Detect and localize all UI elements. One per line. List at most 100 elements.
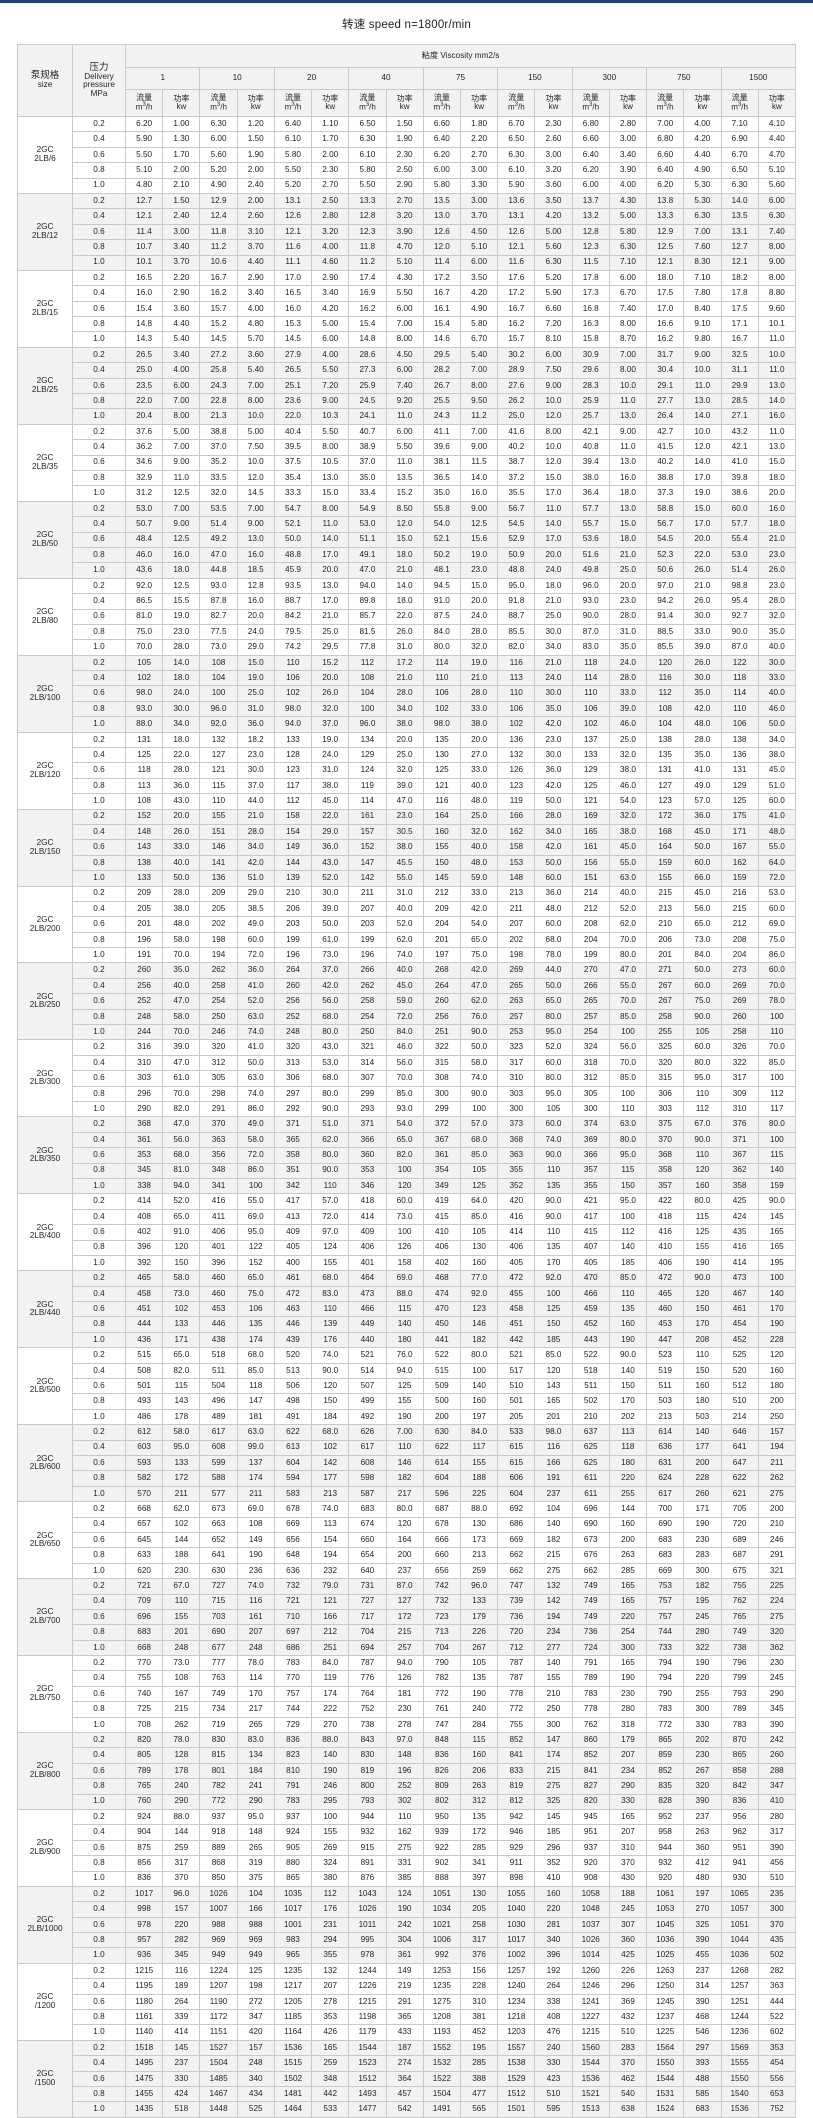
power-cell: 25.0 xyxy=(608,731,648,749)
flow-cell: 88.7 xyxy=(273,593,313,610)
power-cell: 22.0 xyxy=(683,546,722,564)
power-cell: 207 xyxy=(236,1624,275,1641)
power-cell: 21.0 xyxy=(385,562,424,579)
power-cell: 95.0 xyxy=(534,1085,573,1103)
flow-cell: 614 xyxy=(646,1424,685,1441)
pressure-cell: 0.2 xyxy=(72,731,126,749)
flow-cell: 106 xyxy=(571,700,610,718)
power-cell: 5.60 xyxy=(534,239,573,256)
flow-cell: 10.1 xyxy=(124,254,164,271)
power-cell: 38.0 xyxy=(385,839,424,856)
flow-cell: 608 xyxy=(199,1439,238,1456)
power-cell: 19.0 xyxy=(459,654,499,672)
flow-cell: 401 xyxy=(199,1239,238,1256)
power-cell: 18.0 xyxy=(162,562,201,579)
flow-cell: 206 xyxy=(273,900,313,918)
power-cell: 347 xyxy=(236,2009,275,2026)
power-cell: 80.0 xyxy=(385,1501,424,1518)
table-row: 2GC 2LB/50 0.2 53.0 7.00 53.5 7.00 54.7 8.00 54.9… xyxy=(17,500,797,579)
power-cell: 68.0 xyxy=(534,931,573,949)
power-cell: 11.0 xyxy=(534,500,573,518)
flow-cell: 677 xyxy=(199,1639,238,1657)
power-cell: 14.0 xyxy=(459,469,499,487)
flow-cell: 16.7 xyxy=(720,331,759,348)
power-cell: 302 xyxy=(385,1793,424,1810)
power-cell: 4.20 xyxy=(683,131,722,148)
flow-cell: 214 xyxy=(571,885,610,902)
power-cell: 20.0 xyxy=(757,485,797,502)
table-row: 2GC 2LB/35 0.2 37.6 5.00 38.8 5.00 40.4 5.50 40.7… xyxy=(17,423,797,502)
flow-cell: 54.5 xyxy=(646,531,685,548)
flow-cell: 856 xyxy=(124,1855,164,1872)
flow-cell: 463 xyxy=(273,1301,313,1318)
power-cell: 95.0 xyxy=(608,1193,648,1210)
power-cell: 477 xyxy=(459,2085,499,2103)
power-cell: 7.00 xyxy=(236,377,275,395)
table-row: 0.4 1495 237 1504 248 1515 259 1523 274 1532 285 15… xyxy=(18,2055,797,2072)
flow-cell: 260 xyxy=(124,962,164,979)
flow-cell: 1043 xyxy=(348,1885,387,1903)
power-cell: 150 xyxy=(683,1362,722,1380)
flow-cell: 459 xyxy=(571,1301,610,1318)
power-cell: 24.0 xyxy=(459,608,499,625)
flow-cell: 937 xyxy=(571,1839,610,1857)
power-cell: 90.0 xyxy=(608,1347,648,1364)
flow-cell: 704 xyxy=(348,1624,387,1641)
flow-cell: 312 xyxy=(571,1070,610,1087)
flow-cell: 12.4 xyxy=(199,208,238,225)
power-cell: 195 xyxy=(683,1593,722,1610)
power-cell: 42.0 xyxy=(534,839,573,856)
power-cell: 34.0 xyxy=(757,731,797,749)
flow-cell: 761 xyxy=(422,1701,461,1718)
pressure-cell: 0.4 xyxy=(72,1670,126,1687)
power-cell: 63.0 xyxy=(608,870,648,887)
power-cell: 86.0 xyxy=(236,1100,275,1118)
power-cell: 50.0 xyxy=(534,793,573,810)
flow-cell: 14.5 xyxy=(273,331,313,348)
flow-cell: 631 xyxy=(646,1454,685,1472)
power-cell: 312 xyxy=(459,1793,499,1810)
flow-cell: 54.0 xyxy=(422,516,461,533)
flow-cell: 1515 xyxy=(273,2055,313,2072)
power-cell: 39.0 xyxy=(608,700,648,718)
flow-cell: 53.0 xyxy=(348,516,387,533)
flow-cell: 88.7 xyxy=(497,608,536,625)
pump-model-cell: 2GC 2LB/6 xyxy=(17,116,73,194)
flow-cell: 852 xyxy=(646,1762,685,1780)
power-cell: 35.0 xyxy=(162,962,201,979)
table-row: 0.6 143 33.0 146 34.0 149 36.0 152 38.0 155 40.0 15… xyxy=(18,839,797,856)
power-cell: 423 xyxy=(534,2070,573,2088)
flow-cell: 442 xyxy=(497,1331,536,1349)
flow-cell: 40.7 xyxy=(348,423,387,441)
flow-cell: 36.4 xyxy=(571,485,610,502)
power-cell: 52.0 xyxy=(608,900,648,918)
flow-cell: 946 xyxy=(497,1824,536,1841)
power-cell: 143 xyxy=(162,1393,201,1410)
flow-cell: 520 xyxy=(273,1347,313,1364)
power-cell: 26.0 xyxy=(683,562,722,579)
flow-cell: 363 xyxy=(497,1147,536,1164)
power-cell: 4.40 xyxy=(757,131,797,148)
table-row: 0.4 256 40.0 258 41.0 260 42.0 262 45.0 264 47.0 26… xyxy=(18,977,797,995)
flow-cell: 98.8 xyxy=(720,577,759,595)
flow-cell: 204 xyxy=(571,931,610,949)
flow-cell: 267 xyxy=(646,993,685,1010)
flow-cell: 915 xyxy=(348,1839,387,1857)
flow-cell: 721 xyxy=(124,1578,164,1595)
pump-model-line2: 2LB/150 xyxy=(29,846,61,856)
flow-cell: 121 xyxy=(199,762,238,779)
flow-cell: 16.2 xyxy=(348,300,387,318)
flow-cell: 42.1 xyxy=(571,423,610,441)
power-cell: 32.0 xyxy=(608,747,648,764)
pressure-cell: 1.0 xyxy=(72,1716,126,1734)
power-cell: 565 xyxy=(459,2101,499,2118)
power-cell: 77.0 xyxy=(459,1270,499,1287)
flow-cell: 503 xyxy=(646,1393,685,1410)
power-cell: 100 xyxy=(757,1070,797,1087)
flow-cell: 51.4 xyxy=(199,516,238,533)
power-cell: 24.0 xyxy=(534,562,573,579)
power-cell: 28.0 xyxy=(162,639,201,656)
flow-cell: 208 xyxy=(720,931,759,949)
power-cell: 220 xyxy=(608,1608,648,1626)
power-cell: 274 xyxy=(385,2055,424,2072)
